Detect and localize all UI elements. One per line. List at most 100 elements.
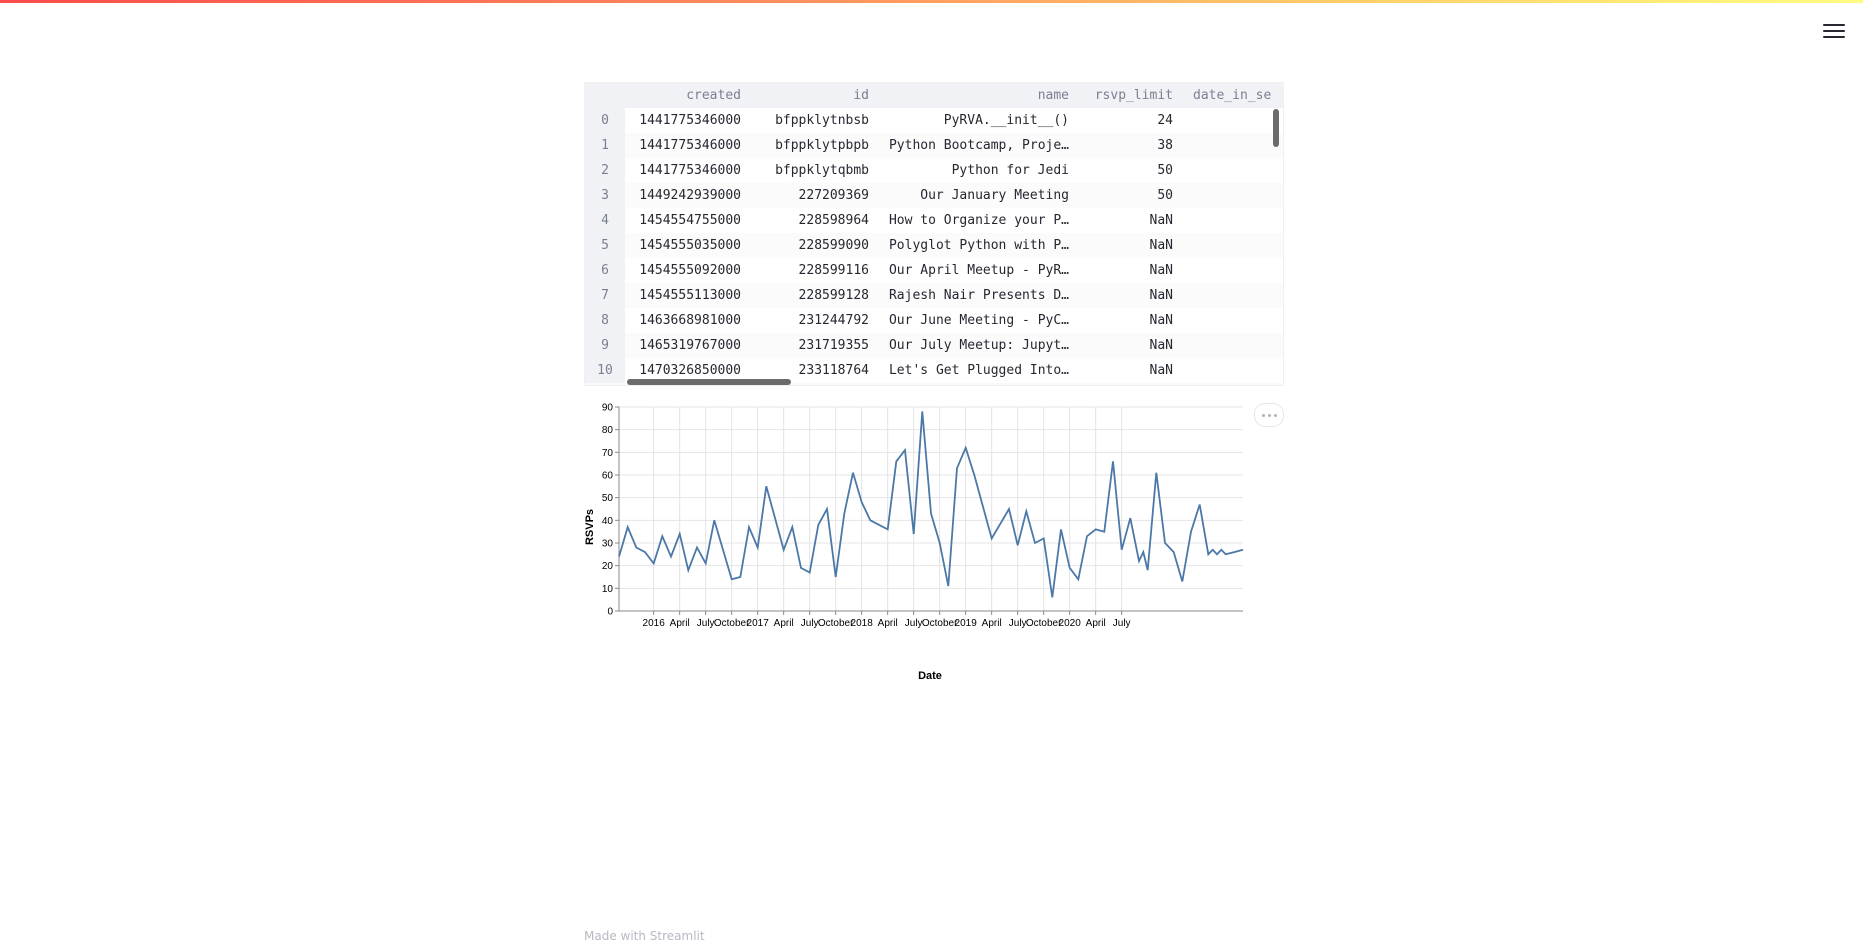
x-tick-label: 2019 — [955, 618, 978, 629]
column-header-created[interactable]: created — [625, 83, 753, 108]
cell-date-in-series[interactable] — [1185, 133, 1283, 158]
cell-rsvp-limit[interactable]: NaN — [1081, 283, 1185, 308]
row-index[interactable]: 7 — [585, 283, 625, 308]
row-index[interactable]: 9 — [585, 333, 625, 358]
cell-created[interactable]: 1441775346000 — [625, 158, 753, 183]
cell-date-in-series[interactable] — [1185, 258, 1283, 283]
row-index[interactable]: 4 — [585, 208, 625, 233]
cell-rsvp-limit[interactable]: NaN — [1081, 258, 1185, 283]
cell-id[interactable]: 228599128 — [753, 283, 881, 308]
cell-id[interactable]: 231719355 — [753, 333, 881, 358]
cell-id[interactable]: 227209369 — [753, 183, 881, 208]
cell-created[interactable]: 1454555035000 — [625, 233, 753, 258]
column-header-id[interactable]: id — [753, 83, 881, 108]
row-index[interactable]: 8 — [585, 308, 625, 333]
y-tick-label: 80 — [602, 425, 614, 436]
y-tick-label: 0 — [607, 607, 613, 618]
dot-icon — [1261, 413, 1265, 417]
cell-name[interactable]: Our June Meeting - PyC… — [881, 308, 1081, 333]
cell-name[interactable]: How to Organize your P… — [881, 208, 1081, 233]
cell-name[interactable]: PyRVA.__init__() — [881, 108, 1081, 133]
cell-name[interactable]: Python Bootcamp, Proje… — [881, 133, 1081, 158]
cell-name[interactable]: Our July Meetup: Jupyt… — [881, 333, 1081, 358]
cell-rsvp-limit[interactable]: 50 — [1081, 183, 1185, 208]
cell-id[interactable]: 233118764 — [753, 358, 881, 383]
row-index[interactable]: 5 — [585, 233, 625, 258]
cell-created[interactable]: 1465319767000 — [625, 333, 753, 358]
cell-rsvp-limit[interactable]: 50 — [1081, 158, 1185, 183]
table-row: 9 1465319767000 231719355 Our July Meetup: … — [585, 333, 1283, 358]
cell-rsvp-limit[interactable]: NaN — [1081, 233, 1185, 258]
cell-created[interactable]: 1463668981000 — [625, 308, 753, 333]
cell-id[interactable]: 228598964 — [753, 208, 881, 233]
cell-date-in-series[interactable] — [1185, 233, 1283, 258]
cell-date-in-series[interactable] — [1185, 108, 1283, 133]
row-index[interactable]: 6 — [585, 258, 625, 283]
rsvp-line-chart: 0 10 20 30 40 50 60 70 80 90 2016 April July October… — [584, 400, 1244, 690]
cell-created[interactable]: 1470326850000 — [625, 358, 753, 383]
hamburger-menu-icon[interactable] — [1823, 20, 1845, 42]
cell-rsvp-limit[interactable]: 24 — [1081, 108, 1185, 133]
column-header-date-in-series[interactable]: date_in_se — [1185, 83, 1283, 108]
cell-date-in-series[interactable] — [1185, 158, 1283, 183]
cell-rsvp-limit[interactable]: NaN — [1081, 308, 1185, 333]
cell-id[interactable]: bfppklytpbpb — [753, 133, 881, 158]
menu-line — [1823, 30, 1845, 32]
y-tick-label: 30 — [602, 539, 614, 550]
x-tick-label: October — [922, 618, 958, 629]
dot-icon — [1267, 413, 1271, 417]
cell-date-in-series[interactable] — [1185, 183, 1283, 208]
chart-actions-menu-button[interactable] — [1254, 403, 1284, 427]
cell-date-in-series[interactable] — [1185, 358, 1283, 383]
table-row: 1 1441775346000 bfppklytpbpb Python Bootcam… — [585, 133, 1283, 158]
cell-created[interactable]: 1449242939000 — [625, 183, 753, 208]
cell-date-in-series[interactable] — [1185, 208, 1283, 233]
x-tick-label: April — [878, 618, 898, 629]
cell-name[interactable]: Python for Jedi — [881, 158, 1081, 183]
series-line — [618, 411, 1244, 598]
row-index[interactable]: 0 — [585, 108, 625, 133]
cell-name[interactable]: Our January Meeting — [881, 183, 1081, 208]
chart-grid — [619, 406, 1243, 612]
horizontal-scrollbar[interactable] — [627, 379, 791, 385]
cell-rsvp-limit[interactable]: NaN — [1081, 333, 1185, 358]
table-row: 3 1449242939000 227209369 Our January Meeti… — [585, 183, 1283, 208]
cell-created[interactable]: 1441775346000 — [625, 133, 753, 158]
cell-name[interactable]: Polyglot Python with P… — [881, 233, 1081, 258]
row-index[interactable]: 2 — [585, 158, 625, 183]
cell-date-in-series[interactable] — [1185, 283, 1283, 308]
y-axis: 0 10 20 30 40 50 60 70 80 90 — [602, 403, 620, 618]
row-index[interactable]: 10 — [585, 358, 625, 383]
x-tick-label: 2017 — [747, 618, 770, 629]
cell-rsvp-limit[interactable]: NaN — [1081, 208, 1185, 233]
cell-created[interactable]: 1454555092000 — [625, 258, 753, 283]
cell-date-in-series[interactable] — [1185, 333, 1283, 358]
table-row: 0 1441775346000 bfppklytnbsb PyRVA.__init__… — [585, 108, 1283, 133]
cell-created[interactable]: 1454555113000 — [625, 283, 753, 308]
cell-created[interactable]: 1441775346000 — [625, 108, 753, 133]
column-header-rsvp-limit[interactable]: rsvp_limit — [1081, 83, 1185, 108]
cell-rsvp-limit[interactable]: NaN — [1081, 358, 1185, 383]
cell-id[interactable]: 228599116 — [753, 258, 881, 283]
cell-id[interactable]: bfppklytnbsb — [753, 108, 881, 133]
x-tick-label: October — [714, 618, 750, 629]
cell-created[interactable]: 1454554755000 — [625, 208, 753, 233]
cell-name[interactable]: Our April Meetup - PyR… — [881, 258, 1081, 283]
footer-made-with-streamlit[interactable]: Made with Streamlit — [584, 929, 705, 943]
row-index[interactable]: 3 — [585, 183, 625, 208]
y-tick-label: 40 — [602, 516, 614, 527]
cell-id[interactable]: 228599090 — [753, 233, 881, 258]
cell-id[interactable]: 231244792 — [753, 308, 881, 333]
cell-id[interactable]: bfppklytqbmb — [753, 158, 881, 183]
x-tick-label: July — [1113, 618, 1131, 629]
cell-rsvp-limit[interactable]: 38 — [1081, 133, 1185, 158]
cell-name[interactable]: Rajesh Nair Presents D… — [881, 283, 1081, 308]
x-tick-label: 2016 — [643, 618, 666, 629]
cell-name[interactable]: Let's Get Plugged Into… — [881, 358, 1081, 383]
vertical-scrollbar[interactable] — [1273, 109, 1279, 147]
x-tick-label: 2018 — [851, 618, 874, 629]
cell-date-in-series[interactable] — [1185, 308, 1283, 333]
column-header-name[interactable]: name — [881, 83, 1081, 108]
row-index[interactable]: 1 — [585, 133, 625, 158]
